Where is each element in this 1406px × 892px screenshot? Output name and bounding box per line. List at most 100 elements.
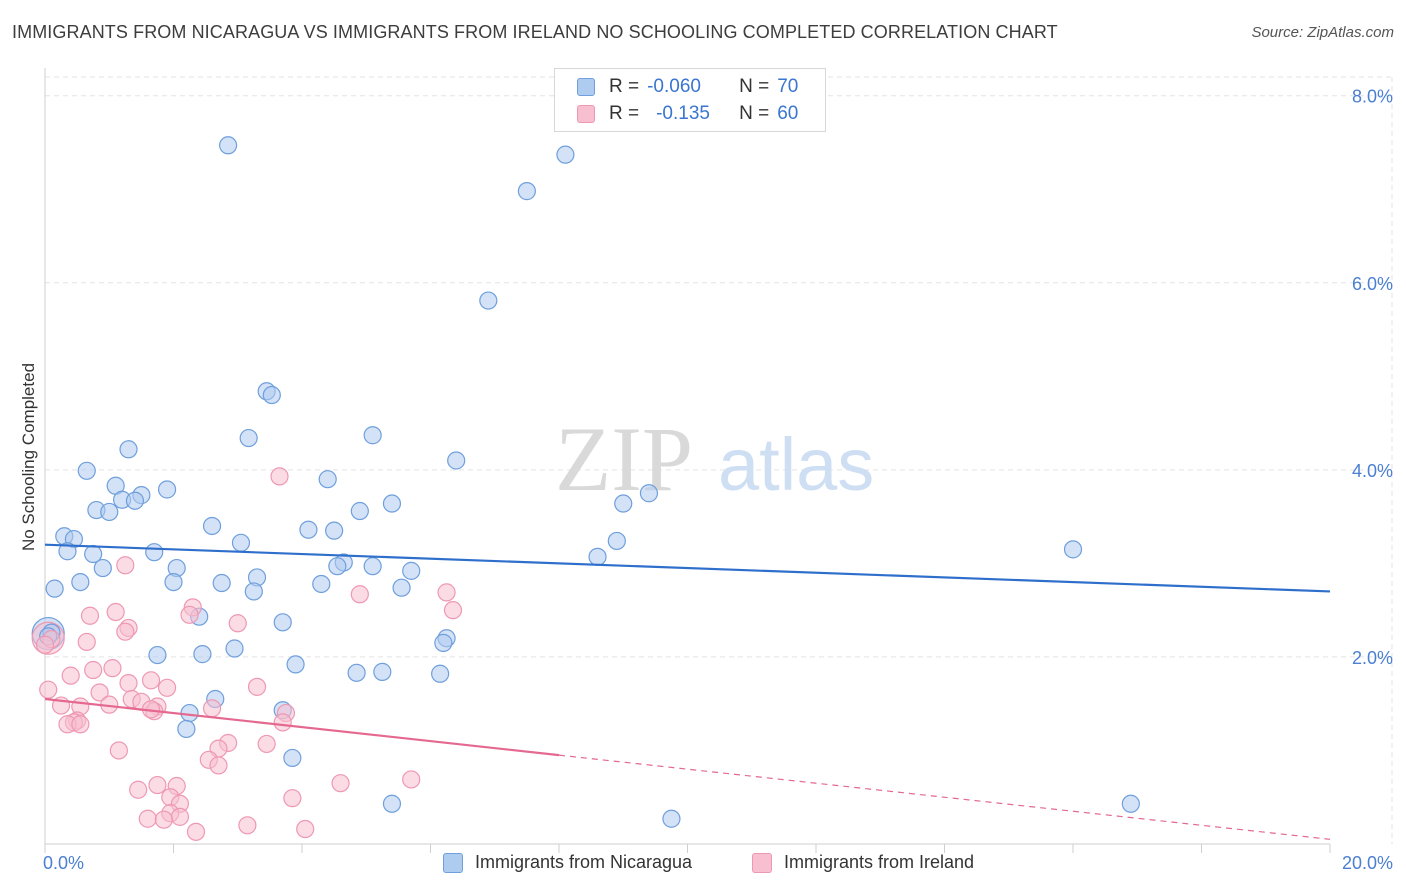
nicaragua-point <box>45 579 64 598</box>
ireland-point <box>247 677 267 696</box>
nicaragua-point <box>373 662 392 681</box>
nicaragua-point <box>363 426 382 445</box>
y-tick-label: 6.0% <box>1352 274 1393 294</box>
ireland-point <box>331 774 350 793</box>
trend-lines <box>44 543 1331 840</box>
nicaragua-point <box>148 645 167 665</box>
nicaragua-point <box>286 655 305 674</box>
nicaragua-point <box>614 494 633 513</box>
nicaragua-point <box>58 542 77 561</box>
y-tick-label: 2.0% <box>1352 648 1393 668</box>
legend-n-label: N = <box>739 103 770 124</box>
series-legend: Immigrants from Nicaragua Immigrants fro… <box>0 852 1406 878</box>
legend-row-nicaragua: R = -0.060 N = 70 <box>577 75 798 99</box>
nicaragua-point <box>283 748 302 768</box>
nicaragua-trend-line <box>44 543 1331 593</box>
ireland-point <box>141 671 161 690</box>
ireland-point <box>402 770 421 789</box>
ireland-point <box>186 822 206 841</box>
nicaragua-point <box>219 136 238 155</box>
legend-r-label: R = <box>609 76 640 97</box>
ireland-swatch <box>577 105 595 123</box>
axes <box>44 68 1331 853</box>
watermark-atlas: atlas <box>718 423 874 506</box>
ireland-point <box>116 556 135 575</box>
ireland-trend-line-extension <box>558 754 1331 840</box>
nicaragua-point <box>177 719 196 739</box>
nicaragua-point <box>1121 794 1140 813</box>
chart-title: IMMIGRANTS FROM NICARAGUA VS IMMIGRANTS … <box>12 22 1058 42</box>
ireland-point <box>119 674 138 693</box>
nicaragua-point <box>1063 540 1083 559</box>
nicaragua-point <box>392 578 411 597</box>
ireland-point <box>437 583 456 602</box>
nicaragua-point <box>328 557 347 576</box>
correlation-legend: R = -0.060 N = 70 R = -0.135 N = 60 <box>554 68 826 132</box>
grid-lines <box>45 76 1393 844</box>
nicaragua-point <box>77 461 96 480</box>
nicaragua-point <box>71 572 90 592</box>
nicaragua-point <box>202 516 222 536</box>
nicaragua-point <box>363 557 382 576</box>
ireland-point <box>77 632 96 652</box>
legend-row-ireland: R = -0.135 N = 60 <box>577 102 798 126</box>
ireland-trend-line <box>44 697 560 757</box>
ireland-point <box>273 713 292 732</box>
ireland-point <box>228 614 247 633</box>
x-tick-label: 20.0% <box>1342 853 1393 873</box>
ireland-point <box>157 678 177 697</box>
nicaragua-point <box>100 502 119 522</box>
nicaragua-point <box>639 484 659 503</box>
ireland-point <box>90 683 109 702</box>
nicaragua-point <box>431 664 450 683</box>
source-label: Source: ZipAtlas.com <box>1251 24 1394 41</box>
nicaragua-point <box>262 385 281 405</box>
nicaragua-point <box>119 440 138 459</box>
nicaragua-point <box>382 794 402 813</box>
nicaragua-point <box>145 543 164 562</box>
ireland-point <box>270 467 289 486</box>
nicaragua-point <box>325 521 344 540</box>
ireland-point <box>116 622 135 641</box>
nicaragua-point <box>588 547 607 566</box>
legend-n-label: N = <box>739 76 770 97</box>
nicaragua-point <box>299 520 318 539</box>
ireland-point <box>35 635 55 654</box>
nicaragua-point <box>402 561 421 580</box>
ireland-point <box>138 809 157 828</box>
nicaragua-point <box>93 558 112 578</box>
nicaragua-point <box>556 145 575 164</box>
legend-r-label: R = <box>609 103 640 124</box>
nicaragua-point <box>350 501 369 521</box>
nicaragua-point <box>447 451 466 470</box>
ireland-point <box>106 602 125 622</box>
x-tick-label: 0.0% <box>43 853 84 873</box>
nicaragua-point <box>382 494 402 513</box>
nicaragua-point <box>193 645 212 664</box>
ireland-point <box>202 699 222 718</box>
legend-label-nicaragua: Immigrants from Nicaragua <box>475 852 693 872</box>
ireland-point <box>209 756 228 775</box>
ireland-point <box>148 775 167 795</box>
nicaragua-point <box>239 428 258 448</box>
ireland-point <box>129 780 148 799</box>
legend-item-ireland[interactable]: Immigrants from Ireland <box>752 852 974 873</box>
nicaragua-point <box>125 491 145 510</box>
ireland-point <box>180 605 199 624</box>
ireland-point <box>283 789 302 808</box>
ireland-point <box>443 601 463 620</box>
nicaragua-point <box>225 639 244 658</box>
ireland-point <box>154 810 173 829</box>
legend-r-value: -0.060 <box>647 76 701 97</box>
nicaragua-point <box>479 291 498 310</box>
nicaragua-point <box>312 574 331 594</box>
nicaragua-point <box>157 480 177 499</box>
nicaragua-point <box>607 531 626 551</box>
y-axis-label: No Schooling Completed <box>19 363 38 551</box>
ireland-point <box>109 741 128 760</box>
ireland-point <box>296 819 315 839</box>
legend-item-nicaragua[interactable]: Immigrants from Nicaragua <box>443 852 692 873</box>
nicaragua-point <box>212 573 231 593</box>
nicaragua-point <box>434 633 453 652</box>
